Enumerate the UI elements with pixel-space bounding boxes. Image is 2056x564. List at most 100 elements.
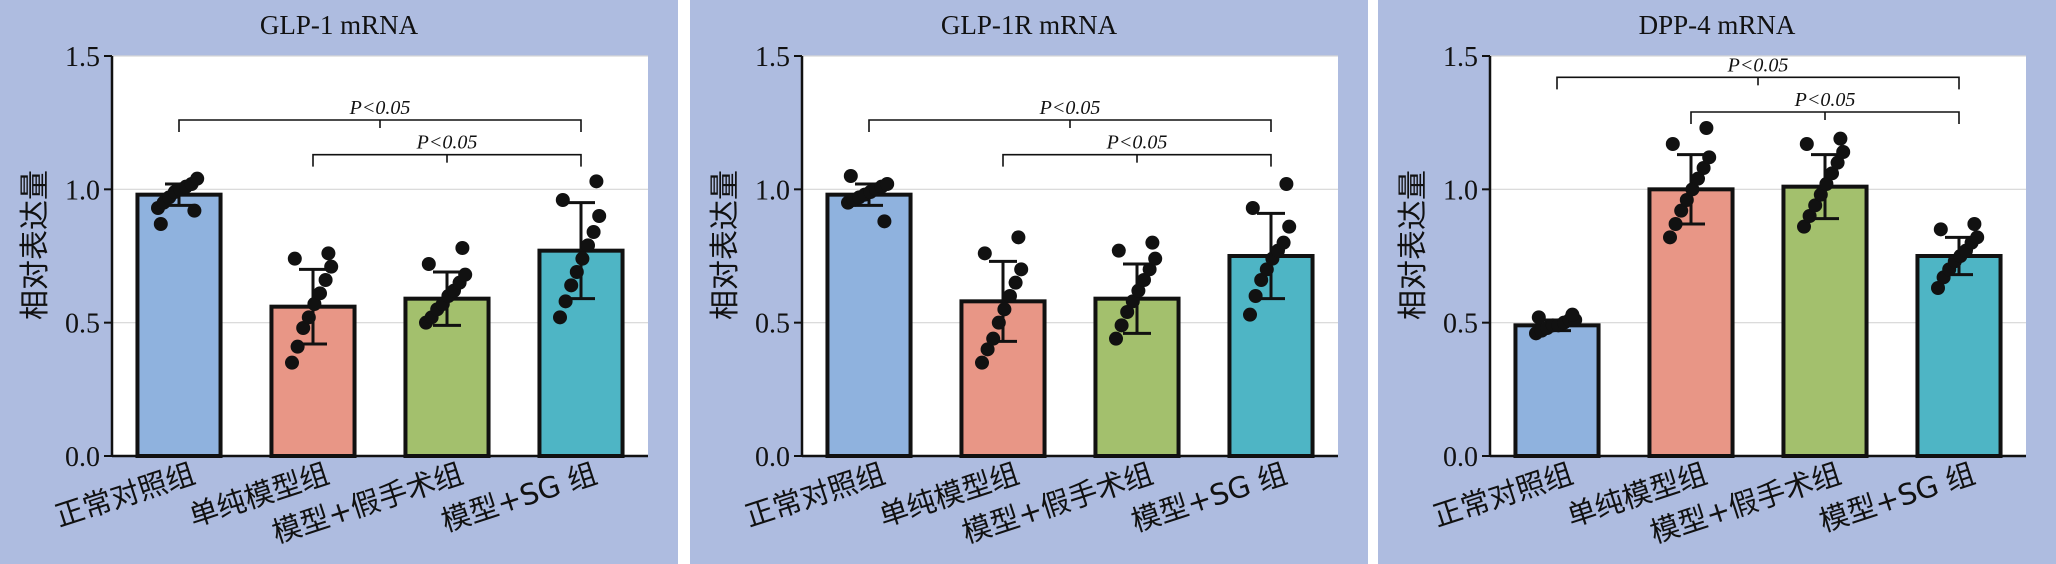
data-point (589, 174, 604, 189)
data-point (1003, 289, 1017, 303)
data-point (1825, 166, 1839, 181)
data-point (455, 241, 470, 255)
data-point (1145, 235, 1160, 250)
y-axis-label: 相对表达量 (708, 170, 743, 320)
data-point (287, 251, 302, 266)
data-point (1819, 177, 1834, 191)
significance-label: P<0.05 (1727, 54, 1789, 76)
data-point (1833, 131, 1848, 146)
data-point (1967, 217, 1982, 231)
data-point (313, 286, 327, 301)
y-tick-label: 1.5 (755, 42, 790, 73)
bar (1781, 184, 1869, 459)
data-point (1674, 203, 1689, 218)
y-tick-label: 1.0 (1443, 175, 1478, 206)
chart-title: GLP-1 mRNA (259, 10, 419, 40)
data-point (318, 273, 333, 287)
data-point (153, 217, 168, 231)
data-point (1259, 262, 1274, 277)
data-point (1565, 307, 1580, 322)
data-point (187, 203, 202, 218)
data-point (1836, 145, 1851, 159)
data-point (1668, 217, 1683, 231)
data-point (1691, 171, 1705, 186)
y-tick-label: 1.5 (65, 42, 100, 73)
data-point (564, 278, 579, 293)
y-axis-label: 相对表达量 (1396, 170, 1431, 320)
data-point (1802, 209, 1817, 223)
y-tick-label: 0.5 (755, 309, 790, 340)
y-tick-label: 0.5 (1443, 309, 1478, 340)
data-point (1114, 318, 1129, 333)
data-point (975, 355, 989, 370)
chart-panel-1: 0.0 0.5 1.0 1.5 正常对照组 单纯模型组 模型+假手术组 模型+SG 组 P<0.… (0, 0, 678, 564)
data-point (555, 193, 570, 207)
significance-bracket (1556, 76, 1960, 90)
y-tick-label: 1.0 (65, 175, 100, 206)
data-point (1011, 230, 1026, 245)
data-point (1799, 137, 1814, 151)
data-point (977, 246, 992, 261)
chart-title: GLP-1R mRNA (940, 10, 1118, 40)
y-tick-label: 0.0 (65, 442, 100, 473)
data-point (1699, 121, 1714, 135)
bar (1647, 187, 1735, 458)
y-tick-label: 1.5 (1443, 42, 1478, 73)
data-point (991, 315, 1006, 330)
data-point (980, 342, 995, 357)
data-point (558, 294, 573, 309)
data-point (285, 355, 299, 370)
data-point (1014, 262, 1029, 277)
data-point (1111, 243, 1126, 258)
data-point (877, 214, 892, 229)
data-point (458, 267, 473, 282)
data-point (1808, 198, 1823, 213)
data-point (1131, 283, 1146, 298)
significance-label: P<0.05 (416, 132, 478, 154)
data-point (1279, 177, 1294, 191)
data-point (1254, 273, 1269, 287)
data-point (592, 209, 607, 223)
data-point (324, 259, 339, 274)
data-point (986, 331, 1001, 346)
data-point (1679, 193, 1694, 207)
data-point (1970, 230, 1985, 245)
data-point (1797, 219, 1811, 234)
data-point (569, 265, 584, 279)
bar (825, 192, 913, 459)
data-point (1830, 155, 1845, 170)
data-point (1663, 230, 1677, 245)
data-point (307, 297, 322, 311)
y-tick-label: 0.0 (1443, 442, 1478, 473)
data-point (1245, 201, 1260, 215)
data-point (190, 171, 205, 186)
significance-label: P<0.05 (1039, 97, 1101, 119)
data-point (1702, 150, 1717, 165)
data-point (1933, 222, 1948, 237)
data-point (296, 321, 311, 335)
data-point (1813, 187, 1828, 202)
y-axis-label: 相对表达量 (18, 170, 53, 320)
data-point (1120, 305, 1135, 319)
bar (1513, 323, 1601, 459)
data-point (321, 246, 336, 261)
data-point (1008, 275, 1023, 290)
data-point (880, 177, 895, 191)
data-point (1276, 235, 1291, 250)
chart-panel-3: 0.0 0.5 1.0 1.5 正常对照组 单纯模型组 模型+假手术组 模型+SG 组 P<0.… (1378, 0, 2056, 564)
y-tick-label: 0.0 (755, 442, 790, 473)
data-point (1125, 294, 1140, 309)
significance-label: P<0.05 (349, 97, 411, 119)
data-point (1665, 137, 1680, 151)
data-point (575, 251, 590, 266)
data-point (421, 257, 436, 271)
data-point (301, 310, 316, 325)
data-point (1531, 310, 1546, 325)
y-tick-label: 0.5 (65, 309, 100, 340)
data-point (586, 225, 601, 239)
data-point (843, 169, 858, 183)
y-tick-label: 1.0 (755, 175, 790, 206)
